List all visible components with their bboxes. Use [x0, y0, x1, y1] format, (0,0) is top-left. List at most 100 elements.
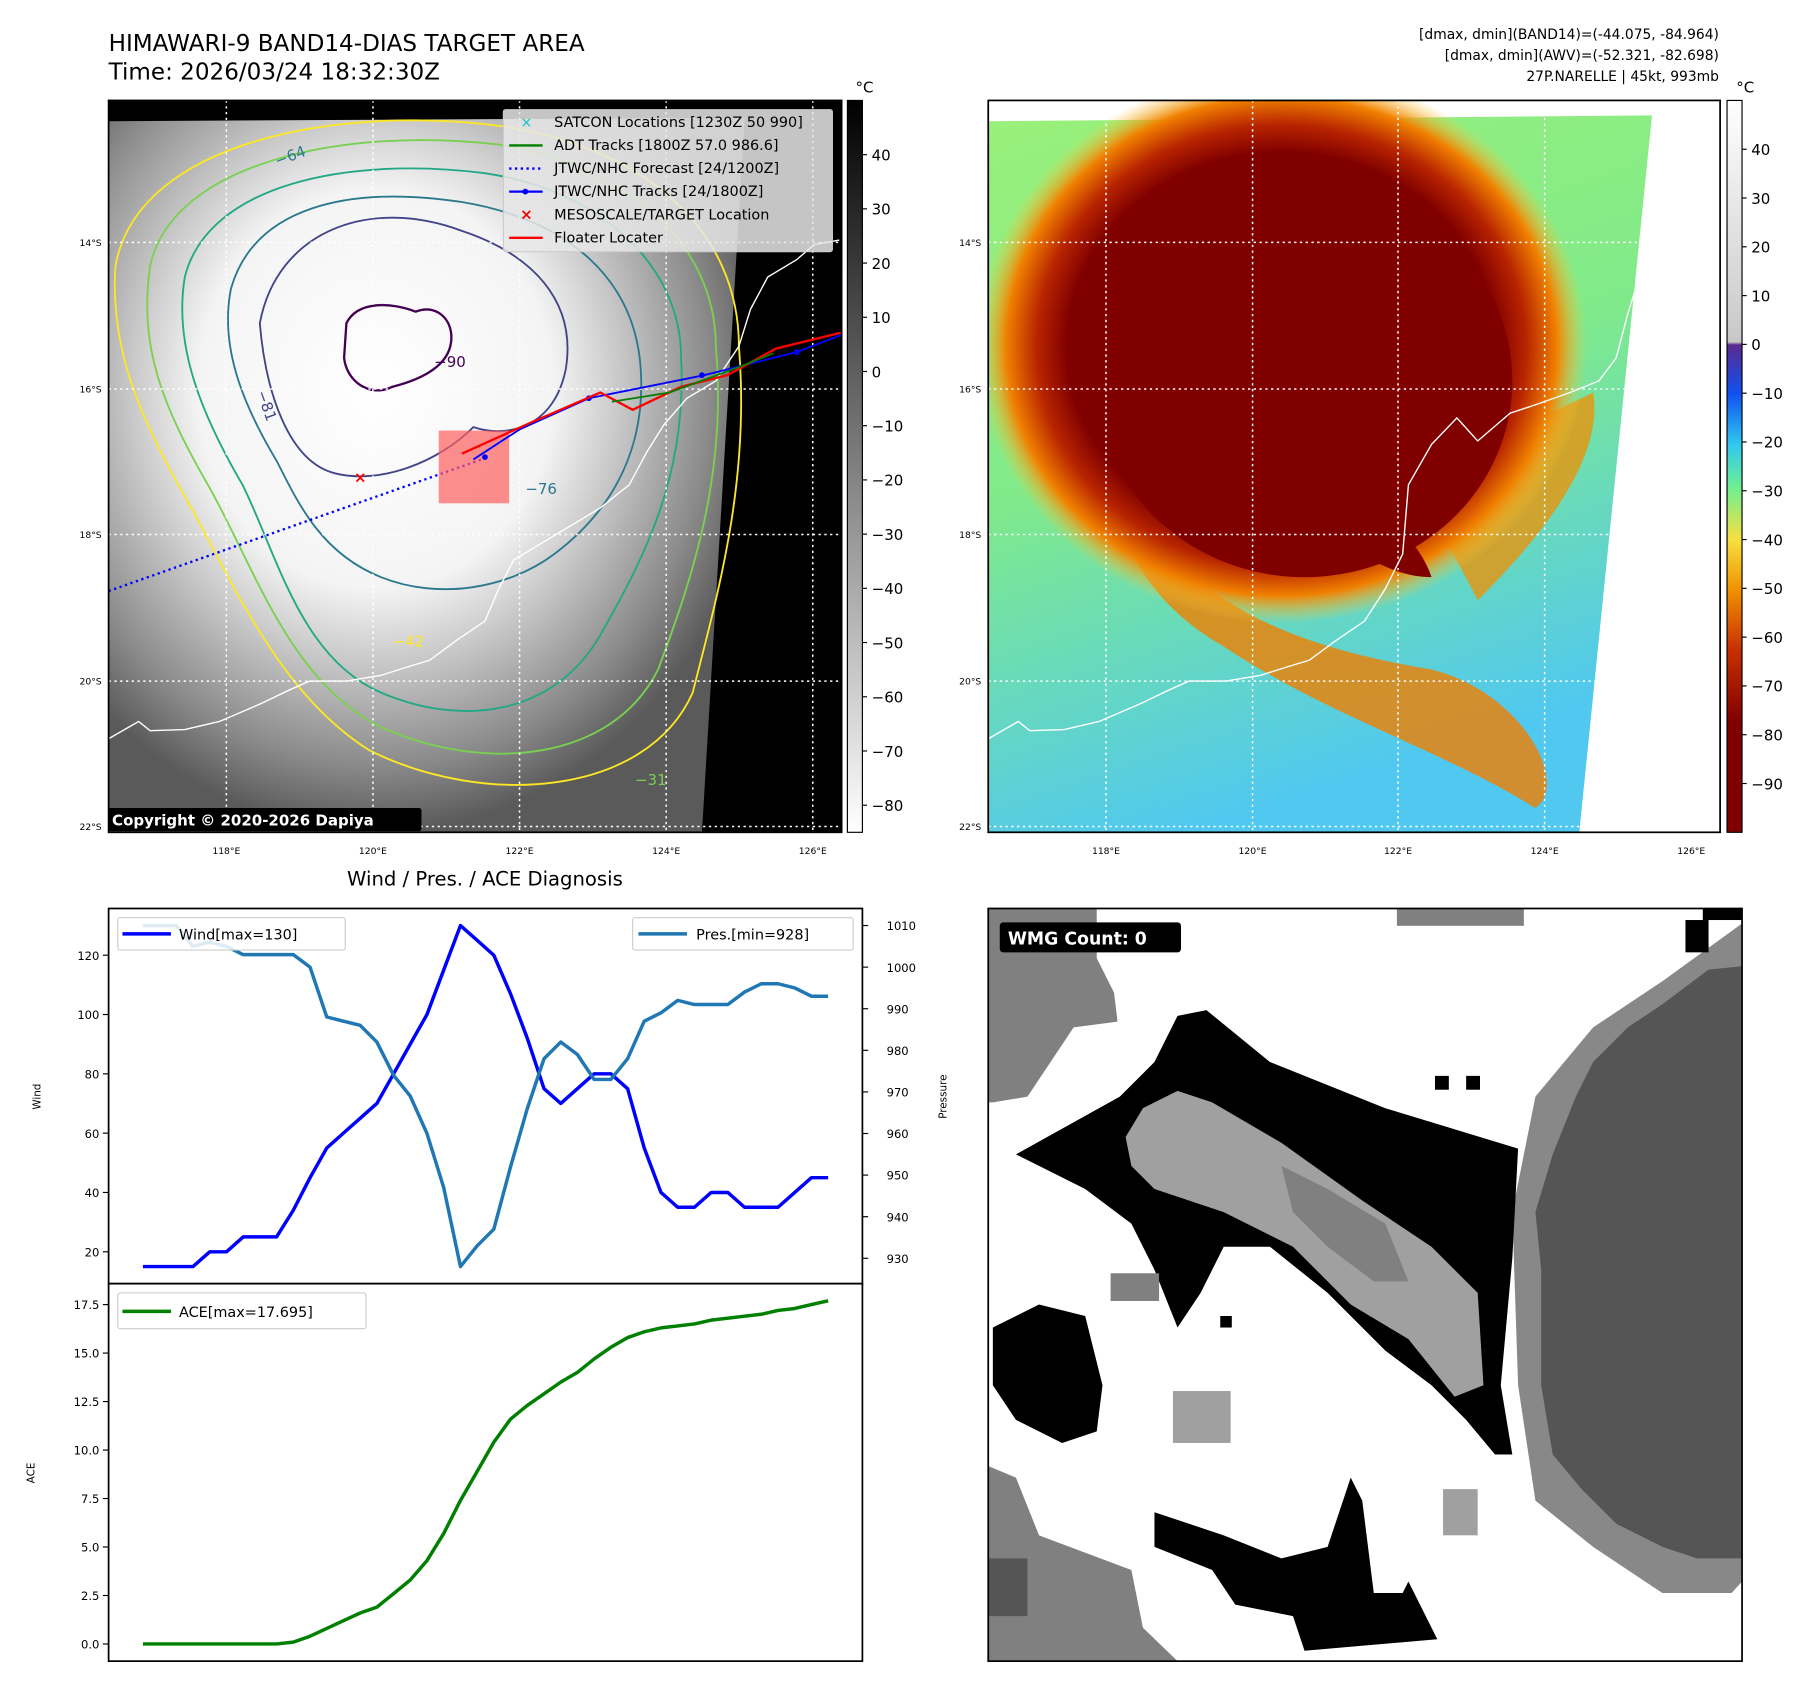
ace-tick-label: 15.0: [74, 1347, 100, 1361]
wind-axis-label: Wind: [31, 1084, 43, 1110]
diagnosis-title: Wind / Pres. / ACE Diagnosis: [347, 867, 623, 890]
figure-time: Time: 2026/03/24 18:32:30Z: [108, 60, 440, 86]
ace-legend: ACE[max=17.695]: [117, 1292, 367, 1330]
svg-text:18°S: 18°S: [959, 530, 981, 541]
legend-satcon: SATCON Locations [1230Z 50 990]: [554, 115, 803, 131]
wind-line: [142, 923, 829, 1269]
coastline: [108, 239, 840, 740]
pressure-tick-label: 970: [887, 1086, 909, 1100]
legend-adt: ADT Tracks [1800Z 57.0 986.6]: [554, 138, 778, 154]
colorbar-tick-label: −50: [872, 634, 904, 652]
wind-tick-label: 80: [85, 1067, 100, 1081]
ace-tick-label: 7.5: [81, 1492, 99, 1506]
svg-text:14°S: 14°S: [959, 238, 981, 249]
target-location-marker: ×: [354, 469, 367, 487]
wind-tick-label: 100: [77, 1008, 99, 1022]
colorbar-tick-label: −30: [1751, 483, 1783, 501]
wind-tick-label: 40: [85, 1186, 100, 1200]
target-marker-icon: ×: [520, 205, 533, 223]
colorbar-tick-label: −40: [1751, 531, 1783, 549]
contour-label: −31: [635, 771, 667, 789]
floater-track: [461, 331, 842, 455]
legend-target: MESOSCALE/TARGET Location: [554, 207, 769, 223]
svg-text:16°S: 16°S: [959, 384, 981, 395]
pressure-tick-label: 950: [887, 1169, 909, 1183]
svg-text:118°E: 118°E: [212, 846, 240, 857]
colorbar-tick-label: 40: [872, 146, 891, 164]
storm-info: 27P.NARELLE | 45kt, 993mb: [1526, 69, 1719, 85]
ace-chart: ACE: [26, 1282, 864, 1663]
ace-tick-label: 10.0: [74, 1444, 100, 1458]
svg-text:126°E: 126°E: [1677, 846, 1705, 857]
wind-legend-label: Wind[max=130]: [179, 928, 297, 944]
left-colorbar-unit: °C: [855, 78, 873, 96]
colorbar-tick-label: −60: [872, 689, 904, 707]
svg-text:120°E: 120°E: [359, 846, 387, 857]
colorbar-tick-label: −90: [1751, 775, 1783, 793]
contour-label: −76: [525, 480, 557, 498]
colorbar-tick-label: −50: [1751, 580, 1783, 598]
pressure-legend-label: Pres.[min=928]: [696, 928, 809, 944]
colorbar-tick-label: −60: [1751, 629, 1783, 647]
colorbar-tick-label: −40: [872, 580, 904, 598]
awv-map-frame: [987, 99, 1721, 834]
pressure-tick-label: 980: [887, 1044, 909, 1058]
left-colorbar: [846, 99, 863, 833]
target-area-box: [438, 430, 510, 504]
colorbar-tick-label: −70: [872, 743, 904, 761]
svg-text:20°S: 20°S: [959, 677, 981, 688]
colorbar-tick-label: 10: [1751, 287, 1770, 305]
colorbar-tick-label: 20: [1751, 239, 1770, 257]
cold-cloud-region: [988, 100, 1595, 809]
colorbar-tick-label: −20: [872, 472, 904, 490]
ir-map-frame: [107, 99, 843, 834]
figure-title: HIMAWARI-9 BAND14-DIAS TARGET AREA: [109, 31, 585, 57]
gridlines: [988, 100, 1721, 833]
wmg-count-label: WMG Count: 0: [1008, 929, 1147, 949]
svg-text:14°S: 14°S: [79, 238, 101, 249]
ace-tick-label: 2.5: [81, 1589, 99, 1603]
band14-range: [dmax, dmin](BAND14)=(-44.075, -84.964): [1419, 27, 1719, 43]
svg-text:118°E: 118°E: [1092, 846, 1120, 857]
pressure-tick-label: 990: [887, 1002, 909, 1016]
right-colorbar-unit: °C: [1736, 78, 1754, 96]
colorbar-tick-label: 30: [872, 201, 891, 219]
wmg-count-badge: [999, 922, 1182, 953]
right-map-lon-labels: 118°E 120°E 122°E 124°E 126°E: [1092, 846, 1705, 857]
colorbar-tick-label: 40: [1751, 141, 1770, 159]
ace-line: [142, 1299, 829, 1646]
awv-map[interactable]: [976, 69, 1721, 833]
adt-track: [611, 352, 774, 403]
pressure-tick-label: 940: [887, 1210, 909, 1224]
coastline: [988, 276, 1640, 740]
pressure-tick-label: 1010: [887, 919, 916, 933]
colorbar-tick-label: −80: [872, 797, 904, 815]
svg-text:124°E: 124°E: [652, 846, 680, 857]
contour-label: −42: [393, 632, 425, 650]
right-colorbar: [1726, 99, 1743, 833]
pressure-tick-label: 1000: [887, 961, 916, 975]
pressure-tick-label: 960: [887, 1127, 909, 1141]
pressure-tick-label: 930: [887, 1252, 909, 1266]
colorbar-tick-label: −70: [1751, 678, 1783, 696]
right-map-lat-labels: 14°S 16°S 18°S 20°S 22°S: [959, 238, 981, 833]
ace-tick-label: 12.5: [74, 1395, 100, 1409]
svg-text:18°S: 18°S: [79, 530, 101, 541]
wind-tick-label: 120: [77, 949, 99, 963]
svg-text:122°E: 122°E: [506, 846, 534, 857]
left-map-lat-labels: 14°S 16°S 18°S 20°S 22°S: [79, 238, 101, 833]
colorbar-tick-label: −80: [1751, 726, 1783, 744]
svg-text:22°S: 22°S: [959, 822, 981, 833]
colorbar-tick-label: −30: [872, 526, 904, 544]
colorbar-tick-label: 30: [1751, 190, 1770, 208]
best-track-points: [482, 349, 800, 461]
legend-tracks: JTWC/NHC Tracks [24/1800Z]: [553, 184, 763, 200]
wmg-panel[interactable]: [988, 908, 1743, 1662]
svg-text:20°S: 20°S: [79, 677, 101, 688]
wind-legend: Wind[max=130]: [117, 917, 346, 951]
wmg-classification: [988, 908, 1743, 1662]
wind-tick-label: 60: [85, 1127, 100, 1141]
left-colorbar-ticks: 40 30 20 10 0 −10 −20 −30 −40 −50 −60 −70 −80: [862, 146, 903, 815]
pressure-line: [142, 923, 829, 1269]
